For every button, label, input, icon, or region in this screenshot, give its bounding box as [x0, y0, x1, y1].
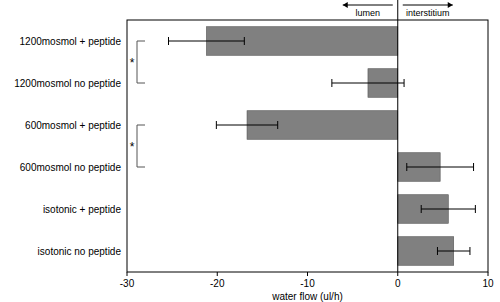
category-label: isotonic no peptide: [38, 246, 122, 257]
significance-label: *: [130, 56, 135, 70]
x-tick: [488, 272, 489, 276]
category-label: isotonic + peptide: [43, 204, 122, 215]
x-tick: [217, 272, 218, 276]
x-tick: [127, 272, 128, 276]
x-tick: [397, 272, 398, 276]
error-bar: [437, 247, 469, 255]
x-tick-label: -20: [210, 278, 225, 289]
chart: -30 -20 -10 0 10 water flow (ul/h) 1200mosmol …: [0, 0, 500, 302]
x-tick-label: -30: [120, 278, 135, 289]
x-tick-label: -10: [300, 278, 315, 289]
error-bar: [421, 205, 475, 213]
significance-label: *: [130, 140, 135, 154]
plot-frame: [127, 20, 488, 272]
error-bar: [169, 37, 245, 45]
x-axis-label: water flow (ul/h): [271, 291, 343, 302]
bars: [169, 27, 476, 266]
error-bar: [216, 121, 277, 129]
significance-bracket: [137, 41, 145, 83]
zero-line: [397, 0, 398, 272]
error-bar: [407, 163, 474, 171]
category-label: 600mosmol no peptide: [20, 162, 122, 173]
direction-label: interstitium: [406, 8, 450, 18]
category-label: 1200mosmol no peptide: [14, 78, 121, 89]
category-label: 1200mosmol + peptide: [20, 36, 122, 47]
error-bar: [332, 79, 404, 87]
x-tick-label: 10: [482, 278, 494, 289]
category-label: 600mosmol + peptide: [25, 120, 121, 131]
x-tick: [307, 272, 308, 276]
x-tick-label: 0: [395, 278, 401, 289]
direction-label: lumen: [355, 8, 380, 18]
significance-bracket: [137, 125, 145, 167]
